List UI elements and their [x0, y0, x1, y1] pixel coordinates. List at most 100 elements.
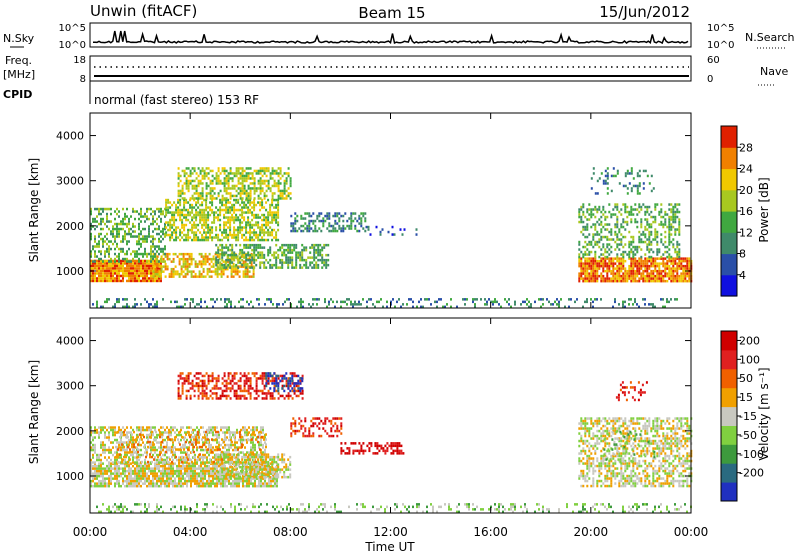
velocity-cell [134, 467, 136, 470]
power-cell [148, 272, 150, 275]
power-cell [628, 182, 631, 185]
power-y-label: Slant Range [km] [27, 158, 41, 262]
power-cell [171, 203, 174, 207]
velocity-cell [234, 484, 236, 488]
velocity-cell [164, 453, 166, 457]
power-cell [112, 305, 114, 309]
power-cell [604, 223, 607, 226]
power-cell [160, 274, 162, 278]
power-cell [124, 298, 126, 301]
power-cell [686, 257, 689, 260]
velocity-cell [100, 472, 102, 475]
power-cell [178, 272, 181, 276]
power-cell [261, 246, 264, 249]
power-cell [98, 274, 100, 278]
velocity-cell [96, 482, 98, 485]
power-cell [606, 235, 609, 239]
power-cell [319, 258, 322, 262]
power-cell [290, 224, 293, 228]
power-cell [142, 274, 144, 278]
power-cell [650, 274, 653, 278]
power-cell [191, 187, 194, 190]
power-cell [288, 298, 290, 301]
power-cell [664, 269, 667, 273]
velocity-cell [146, 477, 148, 480]
power-cell [110, 267, 112, 270]
velocity-cell [174, 469, 176, 473]
power-cell [142, 264, 144, 268]
velocity-cell [140, 477, 142, 480]
power-cell [116, 207, 118, 211]
power-cell [508, 298, 510, 301]
power-cell [253, 216, 256, 219]
power-cell [92, 274, 94, 278]
power-colorbar-tick-label: 12 [739, 226, 753, 239]
power-cell [630, 218, 633, 221]
power-cell [275, 233, 278, 237]
power-cell [221, 169, 224, 173]
power-cell [104, 252, 106, 256]
velocity-cell [260, 482, 262, 485]
power-cell [604, 264, 607, 268]
power-cell [594, 250, 597, 254]
power-cell [144, 279, 146, 283]
power-cell [120, 227, 122, 231]
velocity-cell [94, 436, 96, 439]
velocity-cell [140, 448, 142, 452]
power-cell [638, 264, 641, 268]
power-cell [313, 253, 316, 257]
power-cell [271, 221, 274, 224]
power-cell [175, 233, 178, 237]
power-cell [90, 227, 92, 231]
velocity-cell [162, 474, 164, 478]
power-cell [682, 272, 685, 275]
power-cell [672, 213, 675, 216]
power-cell [185, 218, 188, 222]
power-cell [108, 279, 110, 283]
power-cell [156, 260, 158, 263]
power-cell [217, 246, 220, 249]
power-cell [642, 169, 645, 173]
power-cell [580, 215, 583, 219]
velocity-cell [94, 469, 96, 473]
velocity-cell [116, 467, 118, 470]
power-cell [281, 197, 284, 200]
power-cell [120, 250, 122, 253]
power-cell [652, 215, 655, 219]
power-cell [232, 275, 235, 278]
power-cell [150, 245, 152, 248]
power-cell [678, 220, 681, 224]
power-cell [602, 274, 605, 278]
power-cell [249, 253, 252, 257]
power-cell [275, 213, 278, 217]
power-cell [245, 246, 248, 249]
velocity-cell [182, 474, 184, 478]
power-cell [221, 201, 224, 204]
velocity-cell [196, 479, 198, 483]
power-cell [279, 261, 282, 264]
velocity-cell [164, 484, 166, 488]
power-cell [118, 227, 120, 231]
velocity-cell [230, 469, 232, 473]
power-cell [176, 255, 179, 258]
power-cell [249, 208, 252, 212]
power-cell [261, 206, 264, 209]
velocity-cell [124, 472, 126, 475]
power-cell [366, 305, 368, 309]
power-cell [104, 222, 106, 226]
power-cell [257, 226, 260, 229]
power-cell [124, 235, 126, 238]
velocity-cell [122, 482, 124, 485]
power-cell [269, 213, 272, 217]
power-cell [618, 243, 621, 246]
velocity-cell [150, 482, 152, 485]
power-cell [235, 256, 238, 259]
power-cell [309, 261, 312, 264]
power-cell [584, 225, 587, 229]
power-cell [229, 226, 232, 229]
power-cell [682, 277, 685, 280]
power-cell [686, 259, 689, 263]
velocity-cell [144, 461, 146, 464]
power-cell [253, 233, 256, 237]
